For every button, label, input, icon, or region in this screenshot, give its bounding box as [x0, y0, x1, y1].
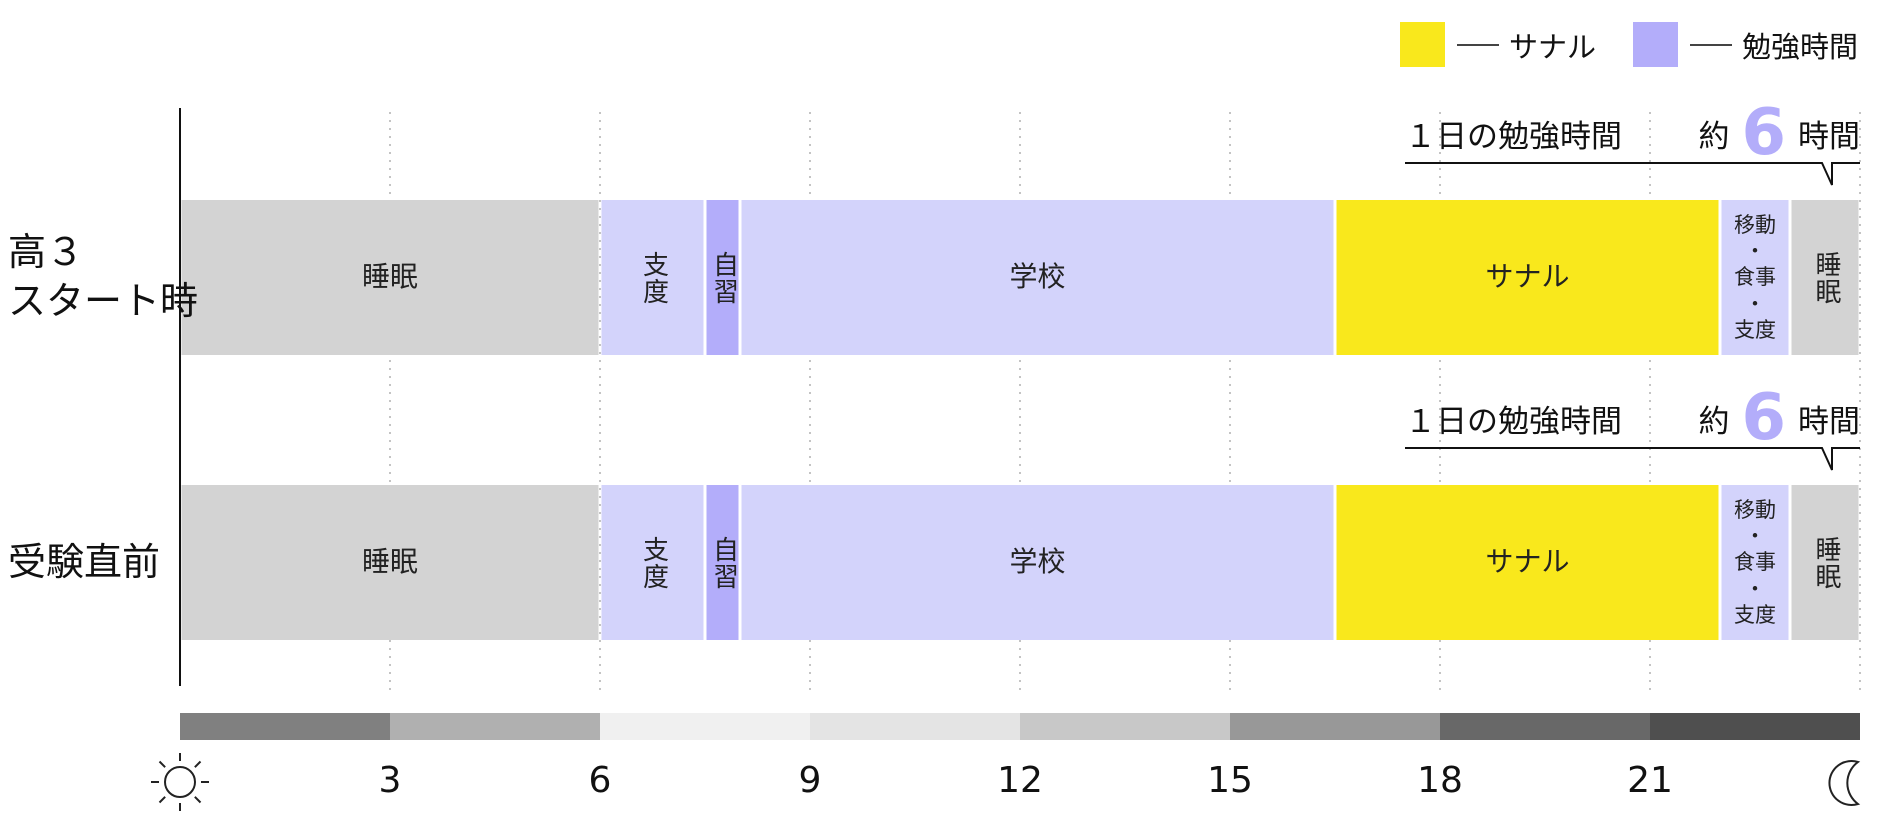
segment-label: 移動 ・ 食事 ・ 支度 [1734, 212, 1776, 342]
row-label: 高３ スタート時 [8, 228, 198, 327]
segment-label: 自習 [708, 250, 739, 305]
timeline-segment [1791, 200, 1859, 355]
timeline-segment [1721, 200, 1789, 355]
legend-swatch [1400, 22, 1445, 67]
row-label-line: 受験直前 [8, 539, 161, 584]
timeline-segment [1721, 485, 1789, 640]
timeline-segment [601, 485, 704, 640]
legend-dash [1457, 43, 1499, 46]
row-label: 受験直前 [8, 538, 160, 587]
timeline-segment [1791, 485, 1859, 640]
callout-prefix: １日の勉強時間 [1405, 403, 1622, 440]
segment-label: 学校 [1009, 545, 1066, 579]
callout-pre: 約 [1698, 403, 1730, 440]
callout-prefix: １日の勉強時間 [1405, 118, 1622, 155]
callout-unit: 時間 [1798, 118, 1860, 155]
study-time-callout: １日の勉強時間 約 6 時間 [1405, 101, 1860, 165]
moon-icon [1828, 760, 1861, 806]
daylight-band-segment [1230, 713, 1440, 740]
timeline-segment [1336, 200, 1719, 355]
timeline-segment [706, 485, 739, 640]
segment-label: 支度 [638, 535, 669, 590]
daylight-band-segment [1650, 713, 1860, 740]
callout-value: 6 [1741, 381, 1786, 455]
x-tick-label: 15 [1207, 760, 1253, 801]
legend-label: 勉強時間 [1742, 29, 1859, 64]
callout-pointer [1405, 447, 1860, 471]
timeline-segment [181, 485, 599, 640]
daylight-band-segment [1020, 713, 1230, 740]
daylight-band-segment [600, 713, 810, 740]
segment-label: 支度 [638, 250, 669, 305]
segment-label: 睡眠 [1810, 535, 1841, 590]
legend-item: サナル [1400, 22, 1596, 67]
x-tick-label: 18 [1417, 760, 1463, 801]
timeline-segment [741, 200, 1334, 355]
segment-label: 睡眠 [1810, 250, 1841, 305]
study-time-callout: １日の勉強時間 約 6 時間 [1405, 386, 1860, 450]
x-tick-label: 12 [997, 760, 1043, 801]
segment-label: 自習 [708, 535, 739, 590]
x-tick-label: 6 [588, 760, 612, 801]
x-tick-label: 3 [378, 760, 402, 801]
segment-label: 睡眠 [361, 260, 418, 294]
legend-item: 勉強時間 [1633, 22, 1858, 67]
legend-dash [1690, 43, 1732, 46]
legend-swatch [1633, 22, 1678, 67]
callout-amount: 約 6 時間 [1698, 101, 1860, 165]
row-label-line: 高３ [8, 229, 85, 274]
daylight-band-segment [390, 713, 600, 740]
timeline-segment [1336, 485, 1719, 640]
callout-value: 6 [1741, 96, 1786, 170]
segment-label: 睡眠 [361, 545, 418, 579]
timeline-segment [601, 200, 704, 355]
row-label-line: スタート時 [8, 278, 199, 323]
segment-label: 学校 [1009, 260, 1066, 294]
callout-unit: 時間 [1798, 403, 1860, 440]
x-tick-label: 21 [1627, 760, 1673, 801]
daylight-band-segment [810, 713, 1020, 740]
segment-label: サナル [1485, 260, 1570, 294]
callout-pre: 約 [1698, 118, 1730, 155]
callout-pointer [1405, 162, 1860, 186]
sun-icon [151, 753, 209, 811]
segment-label: サナル [1485, 545, 1570, 579]
daylight-band-segment [180, 713, 390, 740]
x-tick-label: 9 [798, 760, 822, 801]
timeline-segment [706, 200, 739, 355]
timeline-segment [181, 200, 599, 355]
legend-label: サナル [1509, 29, 1597, 64]
callout-amount: 約 6 時間 [1698, 386, 1860, 450]
timeline-segment [741, 485, 1334, 640]
daylight-band-segment [1440, 713, 1650, 740]
segment-label: 移動 ・ 食事 ・ 支度 [1734, 497, 1776, 627]
